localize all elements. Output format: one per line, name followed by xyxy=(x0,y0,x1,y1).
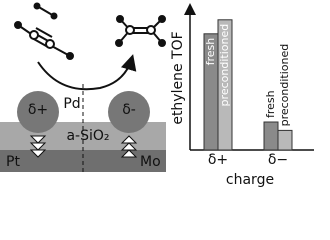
charge-arrows xyxy=(29,135,138,158)
series-label: preconditioned xyxy=(218,24,231,107)
charge-label: δ- xyxy=(122,102,136,118)
bar xyxy=(263,121,279,151)
x-axis-label: charge xyxy=(226,172,274,188)
particle xyxy=(17,91,59,133)
substrate-label: Mo xyxy=(140,154,161,170)
series-label: fresh xyxy=(204,38,217,66)
series-label: preconditioned xyxy=(278,44,291,127)
particle xyxy=(108,91,150,133)
substrate-label: Pt xyxy=(6,154,20,170)
bar xyxy=(277,129,293,151)
metal-label: Pd xyxy=(63,96,80,112)
bar xyxy=(217,19,233,151)
y-axis-label: ethylene TOF xyxy=(170,31,186,124)
x-tick-label: δ− xyxy=(268,152,288,168)
reaction-arrow xyxy=(37,54,137,91)
charge-label: δ+ xyxy=(28,102,48,118)
figure: δ+ Pd δ- a-SiO₂ Pt Mo ethylene TOF charg… xyxy=(0,2,314,188)
molecules xyxy=(14,2,166,60)
x-tick-label: δ+ xyxy=(208,152,228,168)
oxide-label: a-SiO₂ xyxy=(66,128,109,144)
series-label: fresh xyxy=(264,90,277,118)
